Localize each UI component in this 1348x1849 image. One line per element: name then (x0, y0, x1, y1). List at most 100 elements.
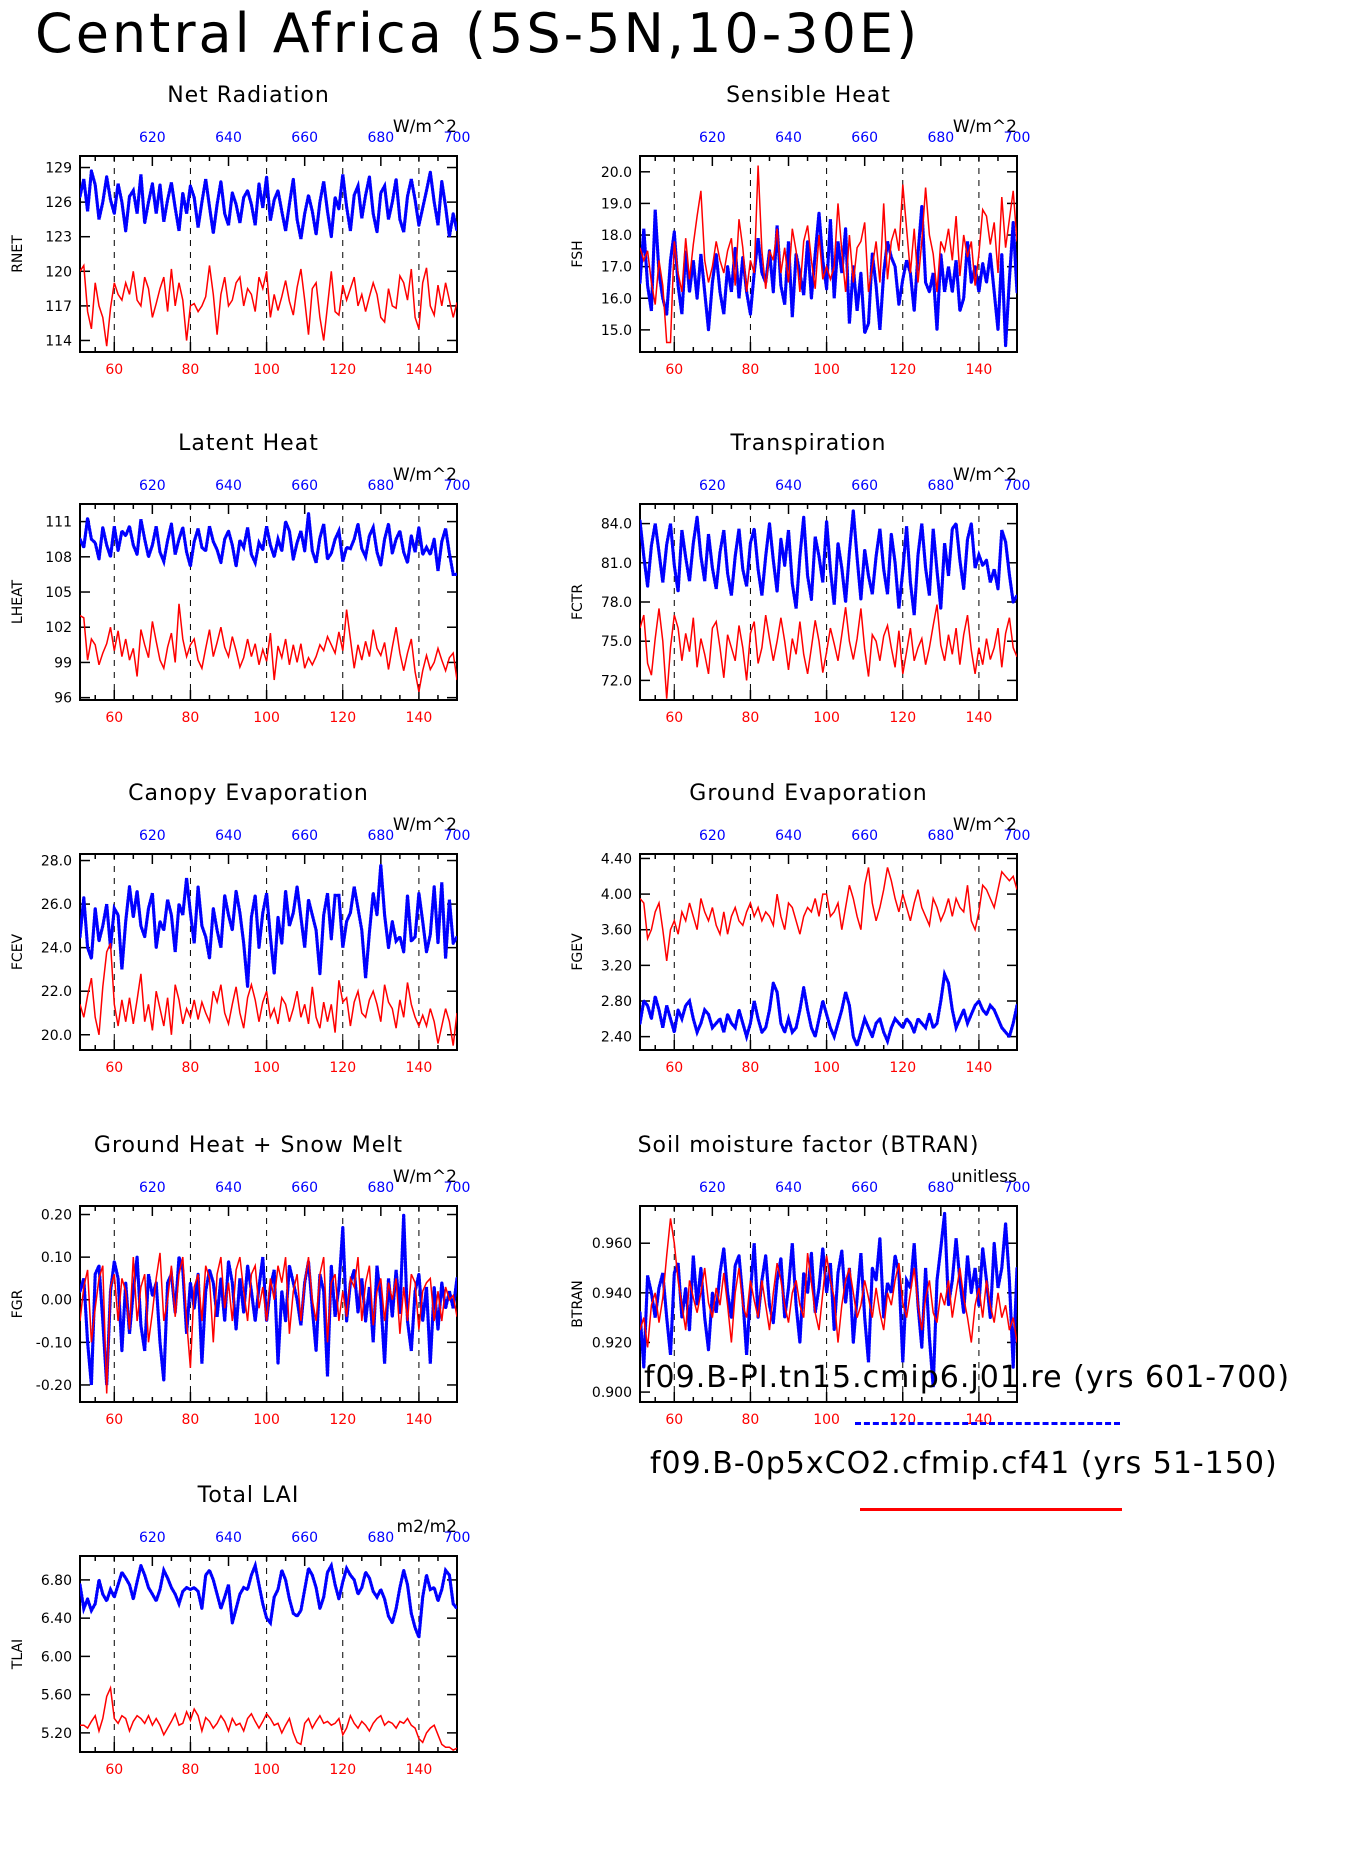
x-tick-label: 60 (665, 1060, 683, 1076)
y-tick-label: 4.00 (601, 887, 632, 903)
y-tick-label: 18.0 (601, 228, 632, 244)
y-axis-label: RNET (10, 235, 26, 273)
units-label: W/m^2 (953, 465, 1017, 485)
x-tick-label: 60 (105, 710, 123, 726)
y-tick-label: 17.0 (601, 260, 632, 276)
y-axis-label: FCTR (570, 584, 586, 620)
chart-latent-heat: Latent Heat W/m^2 60 80 100 120 140 620 640 660 68… (10, 431, 471, 726)
top-tick-label: 620 (139, 478, 166, 494)
units-label: W/m^2 (953, 117, 1017, 137)
x-tick-label: 140 (406, 1412, 433, 1428)
series-experiment-line (640, 165, 1017, 344)
main-title: Central Africa (5S-5N,10-30E) (35, 2, 921, 65)
x-tick-label: 140 (966, 1060, 993, 1076)
top-tick-label: 660 (291, 1530, 318, 1546)
y-tick-label: 3.20 (601, 958, 632, 974)
series-experiment-line (640, 1218, 1017, 1348)
units-label: W/m^2 (953, 815, 1017, 835)
plot-frame (79, 1205, 458, 1403)
top-tick-label: 660 (291, 478, 318, 494)
top-tick-label: 680 (367, 478, 394, 494)
y-tick-label: 2.40 (601, 1030, 632, 1046)
y-tick-label: 22.0 (41, 984, 72, 1000)
y-tick-label: 81.0 (601, 556, 632, 572)
chart-title: Soil moisture factor (BTRAN) (638, 1133, 980, 1158)
x-tick-label: 120 (329, 1762, 356, 1778)
y-tick-label: 120 (45, 264, 72, 280)
top-tick-label: 680 (367, 828, 394, 844)
plot-frame (639, 155, 1018, 353)
x-tick-label: 80 (182, 1762, 200, 1778)
top-tick-label: 700 (1004, 478, 1031, 494)
top-tick-label: 700 (444, 1180, 471, 1196)
y-axis-label: FSH (570, 240, 586, 267)
y-tick-label: 6.00 (41, 1649, 72, 1665)
x-tick-label: 100 (813, 1412, 840, 1428)
plot-frame (79, 503, 458, 701)
chart-title: Canopy Evaporation (128, 781, 369, 806)
y-tick-label: 5.20 (41, 1726, 72, 1742)
x-tick-label: 100 (253, 1412, 280, 1428)
y-tick-label: 129 (45, 161, 72, 177)
chart-canopy-evaporation: Canopy Evaporation W/m^2 60 80 100 120 140 620 6… (10, 781, 470, 1076)
series-control-line (80, 513, 457, 576)
series-experiment-line (80, 1252, 457, 1394)
x-tick-label: 100 (813, 710, 840, 726)
y-tick-label: 108 (45, 550, 72, 566)
x-tick-label: 80 (742, 1412, 760, 1428)
x-tick-label: 60 (665, 1412, 683, 1428)
top-tick-label: 640 (215, 130, 242, 146)
x-tick-label: 140 (966, 362, 993, 378)
y-tick-label: 111 (45, 515, 72, 531)
chart-total-lai: Total LAI m2/m2 60 80 100 120 140 620 640 660 680 7… (10, 1483, 471, 1778)
top-tick-label: 700 (444, 1530, 471, 1546)
top-tick-label: 620 (699, 130, 726, 146)
chart-net-radiation: Net Radiation W/m^2 60 80 100 120 140 620 640 660… (10, 83, 470, 378)
units-label: m2/m2 (397, 1517, 457, 1537)
chart-title: Net Radiation (167, 83, 330, 108)
y-tick-label: 24.0 (41, 941, 72, 957)
series-control-line (640, 206, 1017, 346)
y-axis-label: BTRAN (570, 1280, 586, 1327)
y-tick-label: 2.80 (601, 994, 632, 1010)
plot-frame (79, 155, 458, 353)
x-tick-label: 80 (182, 362, 200, 378)
y-tick-label: 126 (45, 195, 72, 211)
top-tick-label: 660 (291, 1180, 318, 1196)
series-control-line (80, 170, 457, 240)
units-label: W/m^2 (393, 815, 457, 835)
top-tick-label: 660 (291, 130, 318, 146)
chart-transpiration: Transpiration W/m^2 60 80 100 120 140 620 640 660… (570, 431, 1031, 726)
legend-experiment-line (860, 1508, 1122, 1511)
y-tick-label: -0.10 (36, 1335, 72, 1351)
y-tick-label: 4.40 (601, 851, 632, 867)
top-tick-label: 700 (1004, 1180, 1031, 1196)
y-tick-label: 0.940 (592, 1286, 632, 1302)
top-tick-label: 660 (291, 828, 318, 844)
chart-title: Total LAI (197, 1483, 300, 1508)
legend: f09.B-PI.tn15.cmip6.j01.re (yrs 601-700)… (620, 1360, 1340, 1520)
y-tick-label: 105 (45, 585, 72, 601)
top-tick-label: 680 (927, 828, 954, 844)
top-tick-label: 620 (699, 828, 726, 844)
x-tick-label: 140 (406, 1060, 433, 1076)
series-control-line (640, 1213, 1017, 1388)
x-tick-label: 80 (182, 1060, 200, 1076)
y-tick-label: 3.60 (601, 923, 632, 939)
y-axis-label: FGEV (570, 933, 586, 971)
x-tick-label: 60 (665, 362, 683, 378)
x-tick-label: 80 (742, 1060, 760, 1076)
legend-control-label: f09.B-PI.tn15.cmip6.j01.re (yrs 601-700) (644, 1360, 1291, 1395)
x-tick-label: 120 (329, 362, 356, 378)
series-experiment-line (80, 942, 457, 1046)
top-tick-label: 680 (367, 1180, 394, 1196)
top-tick-label: 640 (215, 828, 242, 844)
x-tick-label: 120 (329, 1060, 356, 1076)
chart-title: Latent Heat (178, 431, 319, 456)
top-tick-label: 680 (927, 478, 954, 494)
y-tick-label: 26.0 (41, 897, 72, 913)
chart-title: Transpiration (730, 431, 887, 456)
top-tick-label: 700 (444, 478, 471, 494)
series-control-line (640, 510, 1017, 616)
top-tick-label: 640 (775, 828, 802, 844)
